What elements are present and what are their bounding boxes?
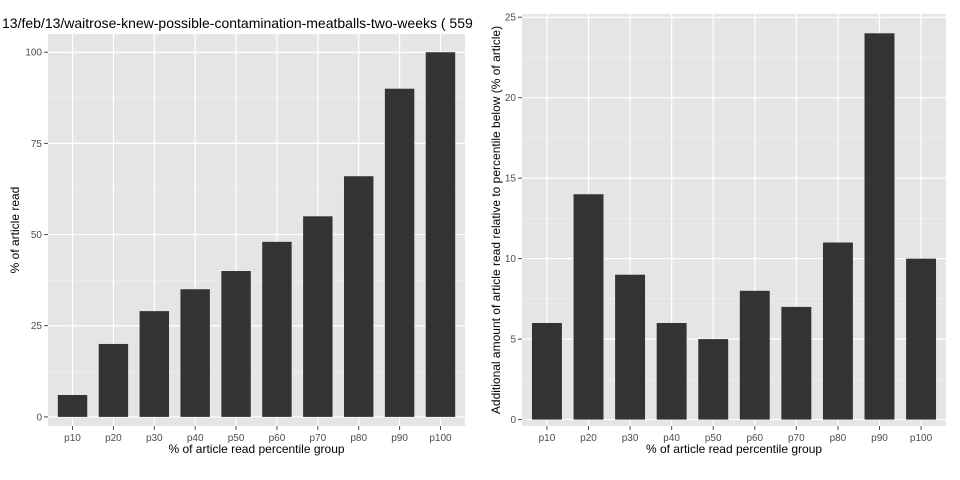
right-y-tick-label: 10 <box>505 254 517 265</box>
right-bar-p100 <box>906 258 937 420</box>
left-bar-chart: 0 25 50 75 100 p10 p20 p30 p40 p50 p60 p70 p80 p90 p10… <box>2 15 473 456</box>
left-bar-p60 <box>262 241 292 417</box>
left-x-tick-label: p30 <box>146 433 163 444</box>
left-bar-p30 <box>139 311 170 417</box>
left-bar-p80 <box>343 176 374 417</box>
left-bar-p40 <box>180 289 210 417</box>
right-x-tick-label: p20 <box>580 433 597 444</box>
left-y-tick-label: 100 <box>25 48 42 59</box>
right-y-axis-title: Additional amount of article read relati… <box>489 26 503 414</box>
right-bar-p90 <box>864 33 895 420</box>
left-x-axis-title: % of article read percentile group <box>168 442 344 456</box>
left-bar-p50 <box>221 271 251 417</box>
left-x-tick-label: p70 <box>309 433 326 444</box>
left-y-tick-label: 75 <box>31 139 43 150</box>
right-bar-chart: 0 5 10 15 20 25 p10 p20 p30 p40 p50 p60 p70 p80 p90 p10… <box>489 13 946 456</box>
right-x-tick-label: p30 <box>622 433 639 444</box>
right-bar-p50 <box>698 339 729 420</box>
right-bar-p30 <box>615 274 646 420</box>
right-x-axis-title: % of article read percentile group <box>646 442 822 456</box>
right-bar-p60 <box>739 290 770 420</box>
right-x-tick-label: p60 <box>746 433 763 444</box>
right-y-tick-label: 15 <box>505 174 517 185</box>
left-bar-p10 <box>57 395 88 417</box>
right-y-tick-label: 20 <box>505 93 517 104</box>
right-x-tick-label: p70 <box>788 433 805 444</box>
left-bar-p100 <box>425 52 456 417</box>
left-plot-title: 13/feb/13/waitrose-knew-possible-contami… <box>2 15 473 31</box>
right-bar-p80 <box>822 242 853 420</box>
right-y-tick-label: 0 <box>510 415 516 426</box>
right-x-tick-label: p100 <box>910 433 933 444</box>
left-x-tick-label: p50 <box>228 433 245 444</box>
left-y-axis-title: % of article read <box>8 187 22 274</box>
left-x-tick-label: p60 <box>269 433 286 444</box>
right-x-tick-label: p90 <box>871 433 888 444</box>
left-y-tick-label: 0 <box>36 412 42 423</box>
right-x-tick-label: p40 <box>663 433 680 444</box>
left-x-tick-label: p100 <box>429 433 452 444</box>
right-y-tick-label: 5 <box>510 335 516 346</box>
right-bar-p10 <box>531 323 562 420</box>
left-x-tick-label: p20 <box>105 433 122 444</box>
right-x-tick-label: p10 <box>539 433 556 444</box>
left-x-tick-label: p10 <box>64 433 81 444</box>
left-bar-p90 <box>384 88 415 417</box>
left-x-tick-label: p80 <box>350 433 367 444</box>
left-x-tick-label: p90 <box>391 433 408 444</box>
left-bar-p20 <box>98 343 129 417</box>
left-y-tick-label: 25 <box>31 321 43 332</box>
left-bar-p70 <box>303 216 333 417</box>
left-y-tick-label: 50 <box>31 230 43 241</box>
right-bar-p20 <box>573 194 604 420</box>
right-y-tick-label: 25 <box>505 13 517 24</box>
right-x-tick-label: p50 <box>705 433 722 444</box>
right-bar-p40 <box>656 323 687 420</box>
right-x-tick-label: p80 <box>830 433 847 444</box>
left-x-tick-label: p40 <box>187 433 204 444</box>
right-bar-p70 <box>781 306 812 420</box>
